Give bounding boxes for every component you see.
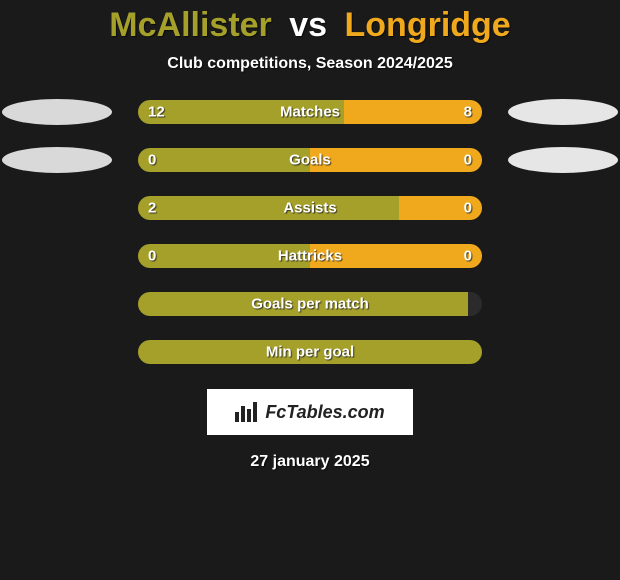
bar-fill-player1 bbox=[138, 100, 344, 124]
player2-badge bbox=[508, 99, 618, 125]
bar-chart-icon bbox=[235, 402, 259, 422]
value-player2: 0 bbox=[464, 248, 472, 265]
spacer bbox=[508, 339, 618, 365]
title-vs: vs bbox=[289, 6, 327, 44]
player1-badge bbox=[2, 99, 112, 125]
value-player1: 2 bbox=[148, 200, 156, 217]
stat-row: Min per goal bbox=[0, 339, 620, 365]
bar-fill-player1 bbox=[138, 244, 310, 268]
value-player1: 0 bbox=[148, 152, 156, 169]
bar-fill-player1 bbox=[138, 148, 310, 172]
bar-fill-player2 bbox=[310, 148, 482, 172]
stat-bar: 20Assists bbox=[138, 196, 482, 220]
spacer bbox=[2, 243, 112, 269]
stat-row: 20Assists bbox=[0, 195, 620, 221]
subtitle: Club competitions, Season 2024/2025 bbox=[0, 55, 620, 73]
stat-bar: 128Matches bbox=[138, 100, 482, 124]
stat-bar: Goals per match bbox=[138, 292, 482, 316]
spacer bbox=[508, 291, 618, 317]
value-player2: 0 bbox=[464, 200, 472, 217]
title-player2: Longridge bbox=[345, 6, 511, 44]
stat-bar: Min per goal bbox=[138, 340, 482, 364]
stat-rows: 128Matches00Goals20Assists00HattricksGoa… bbox=[0, 99, 620, 365]
comparison-infographic: McAllister vs Longridge Club competition… bbox=[0, 0, 620, 471]
logo-text: FcTables.com bbox=[265, 402, 384, 423]
spacer bbox=[508, 195, 618, 221]
bar-fill-player1 bbox=[138, 340, 482, 364]
bar-fill-player1 bbox=[138, 196, 399, 220]
player1-badge bbox=[2, 147, 112, 173]
spacer bbox=[2, 339, 112, 365]
spacer bbox=[2, 291, 112, 317]
bar-fill-player2 bbox=[310, 244, 482, 268]
player2-badge bbox=[508, 147, 618, 173]
value-player2: 0 bbox=[464, 152, 472, 169]
stat-row: 00Goals bbox=[0, 147, 620, 173]
bar-fill-player2 bbox=[344, 100, 482, 124]
bar-fill-player1 bbox=[138, 292, 468, 316]
date-text: 27 january 2025 bbox=[0, 453, 620, 471]
stat-row: 128Matches bbox=[0, 99, 620, 125]
value-player2: 8 bbox=[464, 104, 472, 121]
value-player1: 0 bbox=[148, 248, 156, 265]
page-title: McAllister vs Longridge bbox=[0, 6, 620, 45]
stat-row: Goals per match bbox=[0, 291, 620, 317]
spacer bbox=[508, 243, 618, 269]
value-player1: 12 bbox=[148, 104, 165, 121]
stat-row: 00Hattricks bbox=[0, 243, 620, 269]
title-player1: McAllister bbox=[109, 6, 272, 44]
spacer bbox=[2, 195, 112, 221]
fctables-logo: FcTables.com bbox=[207, 389, 413, 435]
stat-bar: 00Goals bbox=[138, 148, 482, 172]
stat-bar: 00Hattricks bbox=[138, 244, 482, 268]
